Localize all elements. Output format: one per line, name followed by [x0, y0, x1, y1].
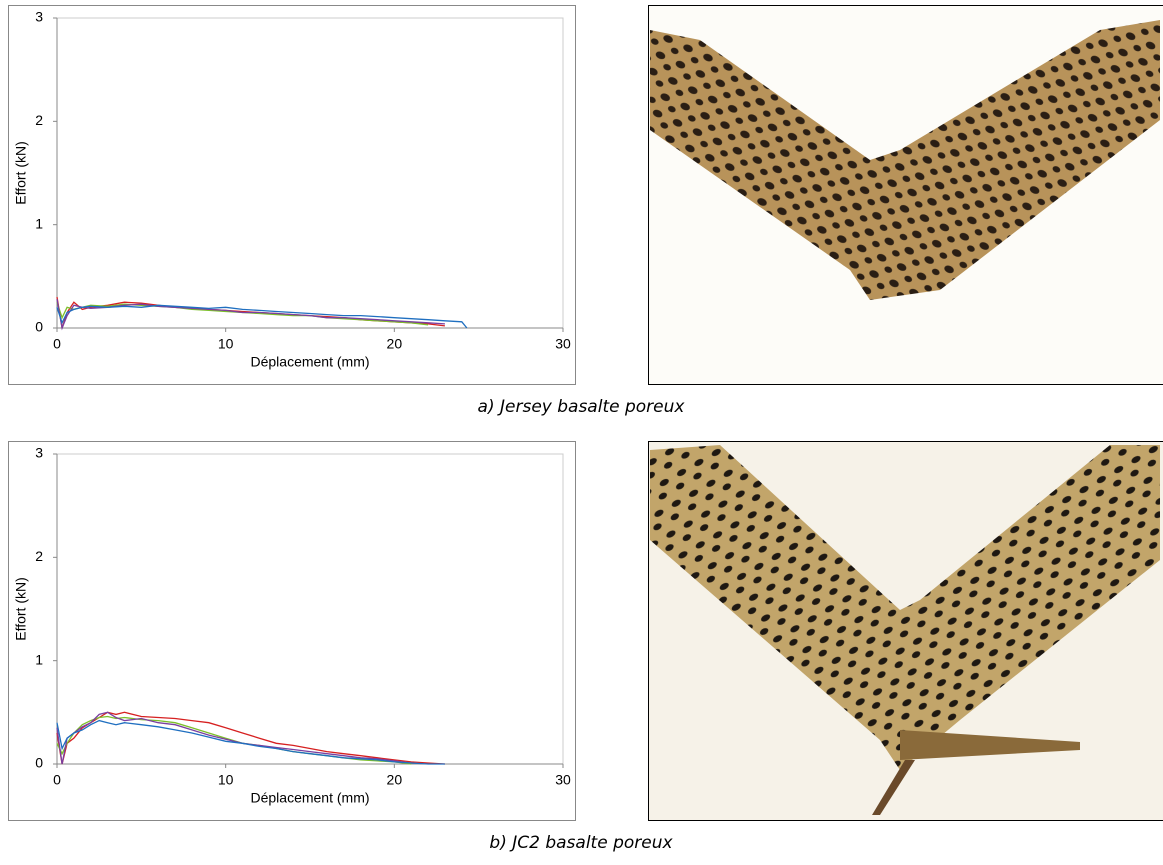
- caption: a) Jersey basalte poreux: [478, 397, 686, 417]
- y-axis-label: Effort (kN): [13, 141, 29, 205]
- y-tick-label: 2: [35, 548, 43, 564]
- y-tick-label: 3: [35, 9, 43, 25]
- y-tick-label: 0: [35, 319, 43, 335]
- photo-a: [649, 6, 1163, 385]
- x-tick-label: 10: [218, 772, 234, 788]
- photo-b: [649, 442, 1163, 821]
- y-tick-label: 3: [35, 445, 43, 461]
- x-tick-label: 10: [218, 336, 234, 352]
- y-tick-label: 2: [35, 112, 43, 128]
- x-tick-label: 30: [555, 772, 571, 788]
- x-tick-label: 0: [53, 336, 61, 352]
- y-tick-label: 0: [35, 755, 43, 771]
- x-tick-label: 20: [387, 336, 403, 352]
- x-tick-label: 20: [387, 772, 403, 788]
- x-tick-label: 30: [555, 336, 571, 352]
- x-axis-label: Déplacement (mm): [250, 354, 369, 370]
- caption: b) JC2 basalte poreux: [489, 833, 673, 853]
- x-tick-label: 0: [53, 772, 61, 788]
- y-tick-label: 1: [35, 651, 43, 667]
- x-axis-label: Déplacement (mm): [250, 790, 369, 806]
- y-axis-label: Effort (kN): [13, 577, 29, 641]
- y-tick-label: 1: [35, 215, 43, 231]
